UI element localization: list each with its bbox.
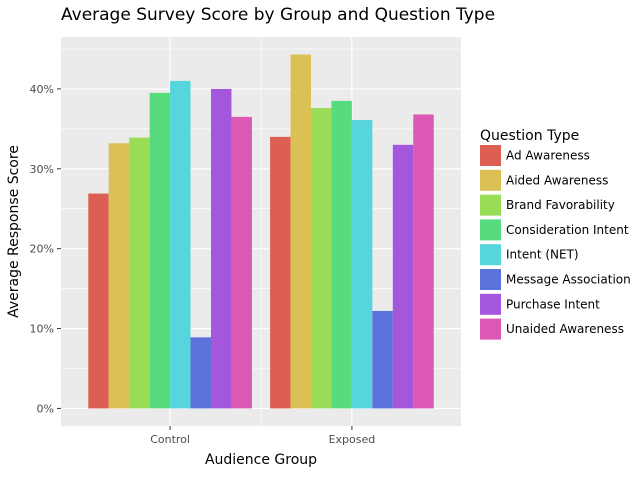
bar-brand-favorability-exposed xyxy=(311,108,332,409)
legend-key xyxy=(480,269,501,290)
chart-title: Average Survey Score by Group and Questi… xyxy=(61,5,495,25)
legend-key xyxy=(480,318,501,340)
legend-label: Unaided Awareness xyxy=(506,322,624,336)
legend-label: Aided Awareness xyxy=(506,173,608,187)
legend: Question Type Ad Awareness Aided Awarenes… xyxy=(480,128,631,340)
y-tick-label: 30% xyxy=(30,163,54,176)
legend-label: Brand Favorability xyxy=(506,198,615,212)
legend-key xyxy=(480,169,501,191)
x-tick-label: Control xyxy=(150,433,190,446)
y-tick-label: 10% xyxy=(30,323,54,336)
bar-unaided-awareness-exposed xyxy=(413,114,434,409)
axes: 0% 10% 20% 30% 40% Control Exposed xyxy=(30,83,376,446)
bar-ad-awareness-exposed xyxy=(270,136,291,409)
legend-label: Intent (NET) xyxy=(506,248,579,262)
y-tick-label: 20% xyxy=(30,243,54,256)
legend-label: Consideration Intent xyxy=(506,223,629,237)
bar-aided-awareness-control xyxy=(108,143,130,409)
bar-brand-favorability-control xyxy=(129,137,150,409)
legend-key xyxy=(480,145,501,166)
bar-message-association-exposed xyxy=(372,310,393,409)
bar-aided-awareness-exposed xyxy=(290,54,311,409)
bar-consideration-intent-exposed xyxy=(331,100,352,409)
legend-key xyxy=(480,244,501,266)
legend-label: Ad Awareness xyxy=(506,149,590,163)
legend-key xyxy=(480,194,501,216)
legend-key xyxy=(480,219,501,241)
bar-message-association-control xyxy=(190,337,211,409)
bar-consideration-intent-control xyxy=(149,92,171,409)
legend-title: Question Type xyxy=(480,128,579,144)
legend-key xyxy=(480,293,501,315)
y-axis-title: Average Response Score xyxy=(6,145,22,318)
legend-label: Message Association xyxy=(506,273,631,287)
bar-ad-awareness-control xyxy=(88,193,109,409)
bars xyxy=(88,54,434,409)
bar-purchase-intent-exposed xyxy=(392,144,414,409)
legend-label: Purchase Intent xyxy=(506,297,600,311)
bar-intent-net-exposed xyxy=(351,120,373,409)
x-tick-label: Exposed xyxy=(329,433,376,446)
x-axis-title: Audience Group xyxy=(205,452,317,468)
bar-purchase-intent-control xyxy=(211,88,232,409)
y-tick-label: 40% xyxy=(30,83,54,96)
y-tick-label: 0% xyxy=(37,402,54,415)
bar-intent-net-control xyxy=(170,80,191,409)
bar-unaided-awareness-control xyxy=(231,116,252,409)
